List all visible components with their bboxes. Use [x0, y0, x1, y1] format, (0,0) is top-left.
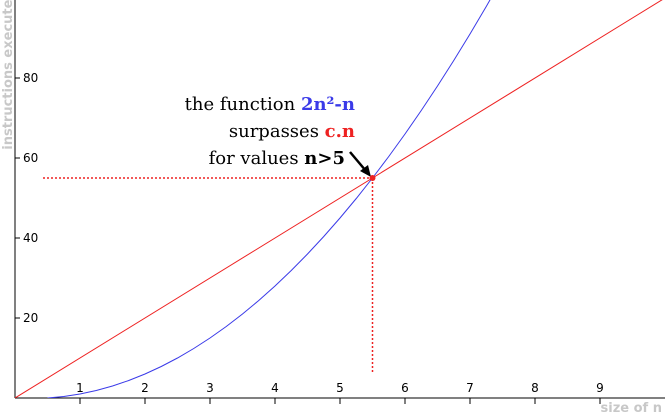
x-tick-label: 5: [336, 381, 344, 395]
annotation-text: n>5: [304, 148, 345, 169]
y-tick-label: 20: [23, 311, 38, 325]
plot-area: [15, 0, 663, 398]
x-axis-label: size of n: [601, 401, 662, 415]
arrow-head: [360, 165, 371, 177]
annotation-series: c.n: [325, 121, 355, 142]
series-line: [47, 0, 491, 398]
annotation: surpasses c.n: [229, 121, 355, 142]
x-tick-label: 4: [271, 381, 279, 395]
y-tick-label: 40: [23, 231, 38, 245]
x-tick-label: 9: [596, 381, 604, 395]
y-axis-label: instructions executed: [1, 0, 16, 150]
intersection-point: [369, 175, 376, 181]
x-tick-label: 8: [531, 381, 539, 395]
annotation-text: for values: [209, 148, 299, 169]
annotation: for values n>5: [209, 148, 345, 169]
y-tick-label: 60: [23, 151, 38, 165]
x-tick-label: 7: [466, 381, 474, 395]
annotation: the function 2n²-n: [185, 94, 355, 115]
series-line: [15, 0, 663, 398]
annotation-text: the function: [185, 94, 296, 115]
x-tick-label: 6: [401, 381, 409, 395]
annotation-text: surpasses: [229, 121, 319, 142]
x-tick-label: 3: [206, 381, 214, 395]
y-tick-label: 80: [23, 71, 38, 85]
x-tick-label: 2: [141, 381, 149, 395]
arrow: [349, 151, 367, 172]
x-tick-label: 1: [76, 381, 84, 395]
annotation-series: 2n²-n: [301, 94, 355, 115]
